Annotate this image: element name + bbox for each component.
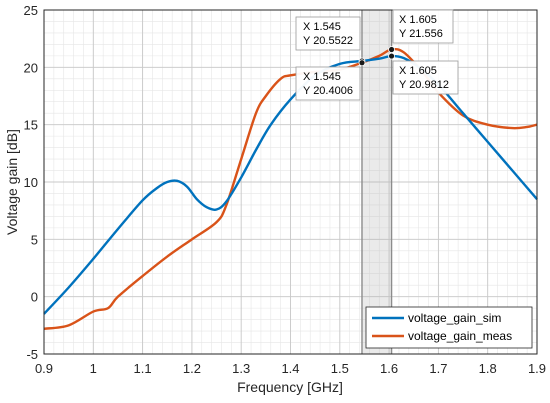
- y-tick-label: 15: [24, 118, 38, 133]
- x-axis-label: Frequency [GHz]: [237, 379, 343, 395]
- x-tick-label: 1.1: [134, 361, 152, 376]
- y-tick-label: 5: [31, 232, 38, 247]
- y-tick-label: 10: [24, 175, 38, 190]
- y-axis-label: Voltage gain [dB]: [4, 129, 20, 235]
- datatip-marker: [388, 46, 395, 53]
- cursor-band-fill: [361, 10, 392, 354]
- x-tick-label: 1.7: [429, 361, 447, 376]
- legend-box: [365, 306, 533, 349]
- datatips: X 1.545 Y 20.5522 X 1.605 Y 21.556 X 1.545 Y …: [295, 9, 459, 101]
- datatip-y-text: Y 20.4006: [303, 85, 353, 97]
- x-tick-label: 1: [90, 361, 97, 376]
- datatip-box: [295, 66, 361, 101]
- legend[interactable]: voltage_gain_sim voltage_gain_meas: [365, 306, 533, 349]
- y-tick-label: -5: [26, 347, 38, 362]
- x-tick-label: 1.8: [479, 361, 497, 376]
- cursor-band: [361, 10, 393, 354]
- tip-sim-1605[interactable]: X 1.605 Y 20.9812: [388, 52, 459, 95]
- y-tick-labels: -5 0 5 10 15 20 25: [24, 3, 38, 362]
- datatip-marker: [358, 59, 366, 67]
- datatip-x-text: X 1.545: [303, 71, 341, 83]
- x-tick-label: 1.6: [380, 361, 398, 376]
- x-tick-label: 1.9: [528, 361, 546, 376]
- legend-label-meas: voltage_gain_meas: [408, 329, 512, 343]
- datatip-x-text: X 1.605: [399, 65, 437, 77]
- series-line-meas: [43, 47, 538, 330]
- datatip-box: [392, 9, 454, 44]
- datatip-y-text: Y 21.556: [399, 28, 443, 40]
- tip-meas-1605[interactable]: X 1.605 Y 21.556: [388, 9, 454, 53]
- x-tick-label: 0.9: [35, 361, 53, 376]
- datatip-marker: [388, 52, 395, 60]
- datatip-y-text: Y 20.5522: [303, 35, 353, 47]
- datatip-y-text: Y 20.9812: [399, 79, 449, 91]
- legend-label-sim: voltage_gain_sim: [408, 311, 501, 325]
- datatip-box: [295, 16, 361, 51]
- x-tick-label: 1.3: [232, 361, 250, 376]
- tip-sim-1545[interactable]: X 1.545 Y 20.4006: [295, 59, 366, 101]
- x-tick-label: 1.2: [183, 361, 201, 376]
- datatip-x-text: X 1.545: [303, 21, 341, 33]
- x-tick-labels: 0.9 1 1.1 1.2 1.3 1.4 1.5 1.6 1.7 1.8 1.9: [35, 361, 546, 376]
- x-tick-label: 1.4: [281, 361, 299, 376]
- x-tick-label: 1.5: [331, 361, 349, 376]
- plot-frame: [43, 9, 538, 355]
- y-tick-label: 20: [24, 60, 38, 75]
- y-tick-label: 0: [31, 290, 38, 305]
- y-tick-label: 25: [24, 3, 38, 18]
- datatip-x-text: X 1.605: [399, 14, 437, 26]
- datatip-box: [392, 60, 459, 95]
